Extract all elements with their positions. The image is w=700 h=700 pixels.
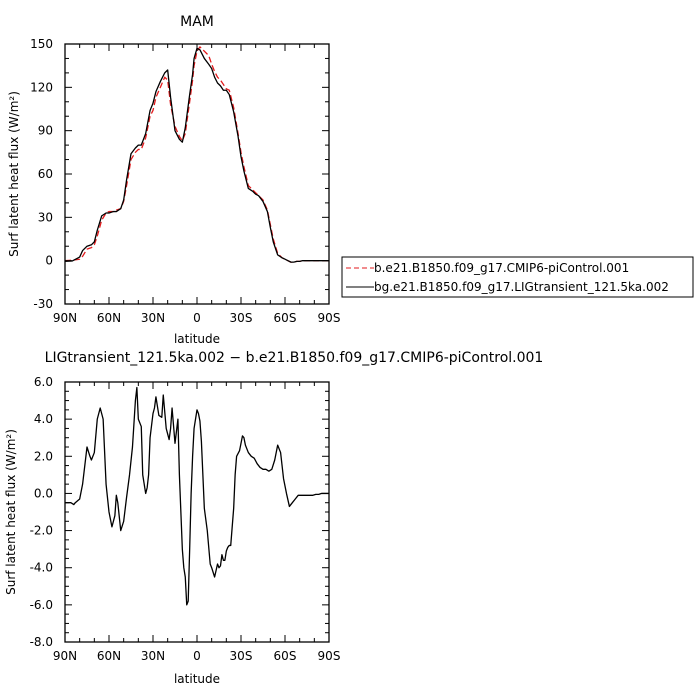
top-y-tick-label: -30 — [33, 297, 53, 311]
top-plot-frame — [64, 43, 330, 305]
top-x-tick-label: 30N — [141, 311, 165, 325]
top-line-plot: MAM 90N 60N 30N 0 30S 60S 90S-300306090120150 … — [7, 14, 340, 346]
top-plot-axes: 90N 60N 30N 0 30S 60S 90S -30 0 30 60 90 120 150 — [30, 37, 340, 325]
bottom-x-tick-label: 90N — [53, 649, 77, 663]
bottom-x-tick-label: 60N — [97, 649, 121, 663]
top-x-tick-label: 90S — [318, 311, 341, 325]
bottom-y-tick-label: -8.0 — [30, 635, 53, 649]
bottom-y-tick-label: 6.0 — [34, 375, 53, 389]
bottom-y-tick-label: -4.0 — [30, 561, 53, 575]
top-y-tick-label: 60 — [38, 167, 53, 181]
bottom-plot-x-axis-label: latitude — [174, 672, 220, 686]
bottom-x-tick-label: 0 — [193, 649, 201, 663]
bottom-y-tick-label: -2.0 — [30, 524, 53, 538]
top-series-line-1 — [64, 47, 329, 263]
bottom-x-tick-label: 90S — [318, 649, 341, 663]
top-y-tick-label: 120 — [30, 80, 53, 94]
top-x-tick-label: 60S — [274, 311, 297, 325]
top-y-tick-label: 150 — [30, 37, 53, 51]
top-x-tick-label: 90N — [53, 311, 77, 325]
top-x-tick-label: 60N — [97, 311, 121, 325]
bottom-plot-frame — [64, 381, 330, 643]
top-plot-title: MAM — [180, 14, 214, 30]
top-y-tick-label: 90 — [38, 124, 53, 138]
bottom-x-tick-label: 30N — [141, 649, 165, 663]
bottom-plot-series-group — [65, 386, 329, 606]
top-y-tick-label: 0 — [45, 254, 53, 268]
bottom-x-tick-label: 60S — [274, 649, 297, 663]
legend-label-piControl: b.e21.B1850.f09_g17.CMIP6-piControl.001 — [374, 261, 629, 275]
legend-label-LIGtransient: bg.e21.B1850.f09_g17.LIGtransient_121.5k… — [374, 280, 669, 294]
bottom-y-tick-label: 4.0 — [34, 412, 53, 426]
bottom-y-tick-label: -6.0 — [30, 598, 53, 612]
bottom-series-line-0 — [65, 386, 329, 606]
top-x-tick-label: 0 — [193, 311, 201, 325]
top-plot-y-axis-label: Surf latent heat flux (W/m²) — [7, 91, 21, 257]
bottom-plot-y-axis-label: Surf latent heat flux (W/m²) — [4, 429, 18, 595]
legend: b.e21.B1850.f09_g17.CMIP6-piControl.001 … — [341, 256, 694, 298]
bottom-plot-axes: 90N 60N 30N 0 30S 60S 90S -8.0 -6.0 -4.0 -2.0 0.0 2.… — [30, 375, 341, 663]
top-series-line-0 — [64, 46, 329, 263]
bottom-plot-title: LIGtransient_121.5ka.002 − b.e21.B1850.f… — [45, 350, 544, 366]
bottom-y-tick-label: 2.0 — [34, 449, 53, 463]
top-plot-x-axis-label: latitude — [174, 332, 220, 346]
legend-box — [341, 256, 694, 298]
top-x-tick-label: 30S — [230, 311, 253, 325]
bottom-x-tick-label: 30S — [230, 649, 253, 663]
bottom-difference-plot: LIGtransient_121.5ka.002 − b.e21.B1850.f… — [4, 350, 543, 686]
top-plot-series-group — [64, 46, 329, 263]
top-y-tick-label: 30 — [38, 210, 53, 224]
bottom-y-tick-label: 0.0 — [34, 486, 53, 500]
